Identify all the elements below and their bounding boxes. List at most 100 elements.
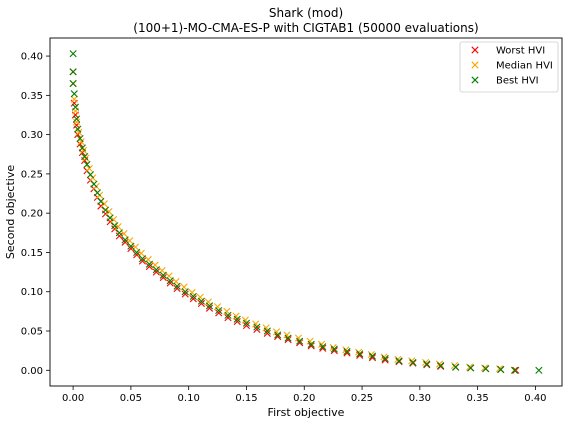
data-point xyxy=(189,295,197,303)
x-tick-label: 0.05 xyxy=(120,393,142,404)
y-tick-label: 0.20 xyxy=(21,209,43,220)
y-tick-label: 0.35 xyxy=(21,91,43,102)
data-point xyxy=(127,244,135,253)
data-point xyxy=(213,303,222,311)
data-point xyxy=(111,222,119,230)
data-point xyxy=(86,171,95,179)
data-point xyxy=(70,90,78,98)
x-tick-label: 0.35 xyxy=(466,393,488,404)
y-tick-label: 0.00 xyxy=(21,366,43,377)
x-tick-label: 0.20 xyxy=(293,393,315,404)
data-point xyxy=(69,50,77,58)
data-point xyxy=(512,366,520,374)
x-tick-label: 0.15 xyxy=(235,393,257,404)
chart-subtitle: (100+1)-MO-CMA-ES-P with CIGTAB1 (50000 … xyxy=(133,21,478,35)
data-point xyxy=(296,337,304,345)
data-point xyxy=(72,118,81,126)
legend-marker xyxy=(471,61,479,69)
data-point xyxy=(71,103,80,111)
legend-marker xyxy=(471,76,479,84)
data-point xyxy=(189,292,197,301)
data-point xyxy=(76,134,84,143)
data-point xyxy=(204,298,212,306)
y-tick-label: 0.30 xyxy=(21,130,43,141)
data-point xyxy=(467,364,475,372)
y-tick-label: 0.05 xyxy=(21,327,43,338)
data-point xyxy=(497,365,505,374)
data-point xyxy=(121,236,129,244)
data-point xyxy=(381,354,389,363)
data-point xyxy=(233,317,241,326)
data-point xyxy=(307,340,315,348)
data-point xyxy=(215,309,223,317)
data-point xyxy=(72,115,81,123)
data-point xyxy=(452,363,460,371)
data-point xyxy=(173,282,181,290)
y-axis-ticks: 0.00 0.05 0.10 0.15 0.20 0.25 0.30 0.35 0.40 xyxy=(21,52,50,377)
data-point xyxy=(196,293,204,301)
data-point xyxy=(224,314,232,322)
data-point xyxy=(81,153,89,161)
data-point xyxy=(205,304,214,312)
data-point xyxy=(69,79,77,88)
legend: Worst HVI Median HVI Best HVI xyxy=(459,41,559,93)
x-tick-label: 0.25 xyxy=(351,393,373,404)
data-point xyxy=(368,352,377,360)
data-point xyxy=(159,274,167,282)
data-point xyxy=(511,366,519,374)
data-point xyxy=(223,307,231,315)
data-point xyxy=(197,297,205,305)
legend-label: Median HVI xyxy=(496,61,553,72)
x-tick-label: 0.40 xyxy=(524,393,546,404)
data-point xyxy=(274,331,282,339)
data-point xyxy=(138,255,147,263)
y-axis-label: Second objective xyxy=(4,165,17,259)
data-point xyxy=(159,271,167,279)
data-point xyxy=(253,325,261,334)
data-point xyxy=(145,263,153,271)
data-point xyxy=(89,174,97,182)
y-tick-label: 0.15 xyxy=(21,248,43,259)
data-point xyxy=(115,229,123,237)
legend-label: Worst HVI xyxy=(496,46,545,57)
data-point xyxy=(181,288,189,296)
data-point xyxy=(166,279,174,287)
data-point xyxy=(263,327,271,335)
legend-marker xyxy=(471,46,479,54)
y-tick-label: 0.10 xyxy=(21,287,43,298)
data-point xyxy=(100,200,108,208)
data-point xyxy=(319,343,327,351)
data-point xyxy=(133,251,141,259)
data-point xyxy=(127,242,135,250)
data-point xyxy=(263,329,271,337)
legend-label: Best HVI xyxy=(496,76,539,87)
data-point xyxy=(97,197,105,205)
data-point xyxy=(409,358,417,367)
data-point xyxy=(188,288,196,297)
scatter-points xyxy=(69,50,543,374)
data-point xyxy=(343,347,351,356)
data-point xyxy=(356,350,364,358)
data-point xyxy=(319,344,327,352)
data-point xyxy=(197,299,205,308)
plot-area xyxy=(49,37,563,387)
legend-box xyxy=(459,41,559,93)
data-point xyxy=(121,238,129,246)
data-point xyxy=(284,334,292,342)
data-point xyxy=(145,260,153,268)
data-point xyxy=(69,68,77,76)
data-point xyxy=(101,206,110,214)
data-point xyxy=(85,164,93,172)
data-point xyxy=(181,290,189,298)
data-point xyxy=(215,306,223,315)
data-point xyxy=(74,125,82,133)
y-tick-label: 0.40 xyxy=(21,52,43,63)
x-tick-label: 0.30 xyxy=(409,393,431,404)
data-point xyxy=(242,321,251,330)
data-point xyxy=(70,95,78,103)
data-point xyxy=(152,266,160,274)
data-point xyxy=(233,315,241,323)
data-point xyxy=(437,361,445,370)
data-point xyxy=(482,365,490,373)
